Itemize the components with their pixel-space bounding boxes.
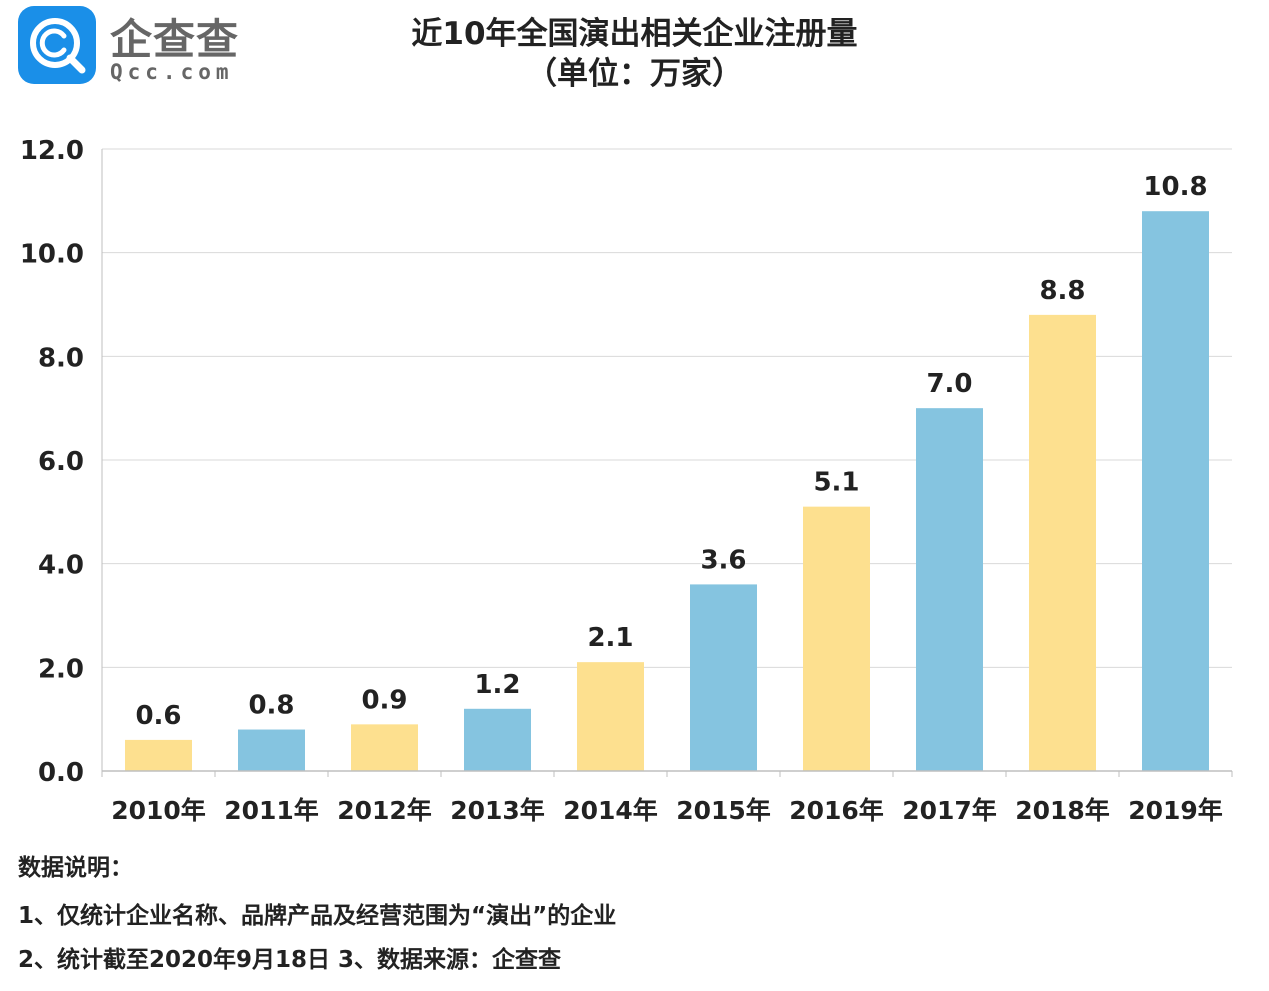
x-tick-label: 2013年 (450, 796, 545, 825)
bar (351, 724, 418, 771)
y-tick-label: 0.0 (38, 758, 84, 788)
bar-value-label: 8.8 (1039, 276, 1085, 306)
bar-value-label: 7.0 (926, 369, 972, 399)
y-tick-label: 4.0 (38, 551, 84, 581)
notes-line-2: 2、统计截至2020年9月18日 3、数据来源：企查查 (18, 947, 562, 973)
qcc-logo-icon (18, 6, 96, 84)
bar-value-label: 10.8 (1143, 172, 1207, 202)
notes-line-1: 1、仅统计企业名称、品牌产品及经营范围为“演出”的企业 (18, 903, 617, 929)
y-tick-label: 6.0 (38, 447, 84, 477)
bar-value-label: 1.2 (474, 670, 520, 700)
chart-title: 近10年全国演出相关企业注册量 (411, 16, 858, 52)
bar-chart: 0.0 2.0 4.0 6.0 8.0 10.0 12.0 0.6 2010年 0.8 2011年 0… (20, 136, 1233, 825)
bar-value-label: 0.8 (248, 691, 294, 721)
x-tick-label: 2016年 (789, 796, 884, 825)
y-tick-label: 2.0 (38, 654, 84, 684)
y-tick-label: 12.0 (20, 136, 84, 166)
chart-subtitle: （单位：万家） (526, 56, 743, 92)
x-tick-label: 2010年 (111, 796, 206, 825)
x-tick-label: 2011年 (224, 796, 319, 825)
qcc-logo: 企查查 Qcc.com (18, 6, 258, 86)
bar (577, 662, 644, 771)
x-tick-label: 2015年 (676, 796, 771, 825)
bar (1142, 211, 1209, 771)
bar (916, 408, 983, 771)
x-tick-label: 2019年 (1128, 796, 1223, 825)
x-tick-label: 2017年 (902, 796, 997, 825)
bar (803, 506, 870, 771)
y-tick-label: 8.0 (38, 343, 84, 373)
x-tick-label: 2014年 (563, 796, 658, 825)
notes-heading: 数据说明： (18, 855, 133, 881)
logo-domain: Qcc.com (110, 60, 234, 84)
bar (690, 584, 757, 771)
bar-value-label: 0.6 (135, 701, 181, 731)
bar (1029, 314, 1096, 771)
bar (238, 729, 305, 771)
bar-value-label: 3.6 (700, 545, 746, 575)
bar (125, 739, 192, 771)
x-tick-label: 2012年 (337, 796, 432, 825)
y-tick-label: 10.0 (20, 240, 84, 270)
x-tick-label: 2018年 (1015, 796, 1110, 825)
logo-name: 企查查 (110, 15, 240, 64)
bar-value-label: 5.1 (813, 468, 859, 498)
bar-value-label: 2.1 (587, 623, 633, 653)
bar (464, 708, 531, 771)
bar-value-label: 0.9 (361, 685, 407, 715)
